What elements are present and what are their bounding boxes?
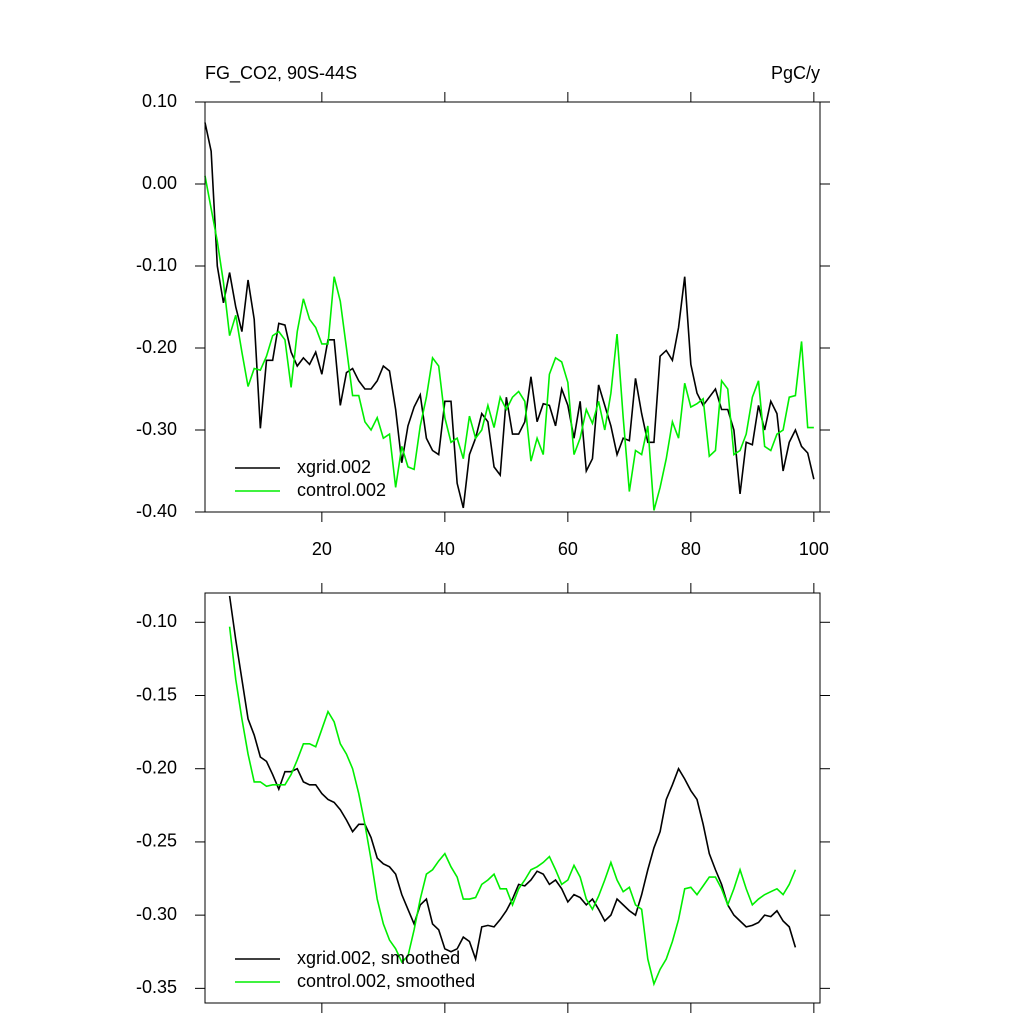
units-label: PgC/y <box>771 63 820 83</box>
y-tick-label: -0.20 <box>136 757 177 777</box>
series-line <box>204 122 815 509</box>
y-tick-label: -0.35 <box>136 977 177 997</box>
plot-frame <box>204 592 821 1004</box>
legend-label: xgrid.002 <box>297 457 371 477</box>
y-tick-label: -0.15 <box>136 684 177 704</box>
y-tick-label: -0.30 <box>136 904 177 924</box>
y-tick-label: 0.10 <box>142 91 177 111</box>
series-line <box>228 626 797 987</box>
chart-title: FG_CO2, 90S-44S <box>205 63 357 84</box>
legend-label: control.002, smoothed <box>297 971 475 991</box>
y-tick-label: -0.20 <box>136 337 177 357</box>
y-tick-label: -0.10 <box>136 611 177 631</box>
chart-panel: -0.10 -0.15 -0.20 -0.25 -0.30 -0.35 xgrid.002,… <box>136 583 830 1013</box>
legend-label: control.002 <box>297 480 386 500</box>
x-tick-label: 20 <box>312 539 332 559</box>
plot-frame <box>204 101 821 513</box>
x-tick-label: 100 <box>799 539 829 559</box>
x-tick-label: 40 <box>435 539 455 559</box>
y-tick-label: -0.40 <box>136 501 177 521</box>
series-line <box>228 595 797 963</box>
series-line <box>204 175 814 511</box>
y-tick-label: 0.00 <box>142 173 177 193</box>
y-tick-label: -0.25 <box>136 831 177 851</box>
chart-panel: FG_CO2, 90S-44S PgC/y 0.10 0.00 -0.10 -0.20 -0… <box>136 63 830 559</box>
legend-label: xgrid.002, smoothed <box>297 948 460 968</box>
y-tick-label: -0.30 <box>136 419 177 439</box>
x-tick-label: 60 <box>558 539 578 559</box>
x-tick-label: 80 <box>681 539 701 559</box>
y-tick-label: -0.10 <box>136 255 177 275</box>
